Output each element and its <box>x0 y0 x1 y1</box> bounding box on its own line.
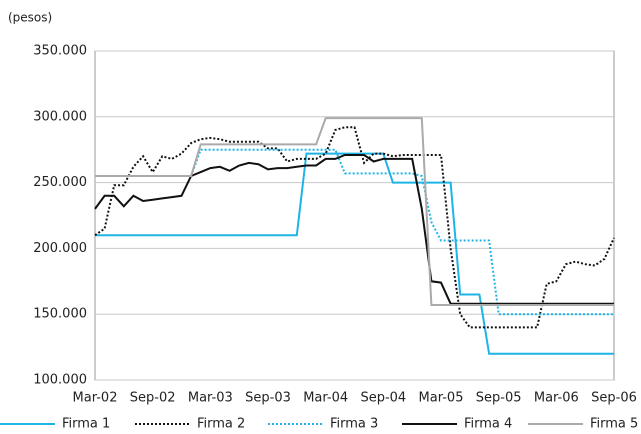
plot-frame <box>94 50 615 381</box>
series-line <box>94 154 614 305</box>
x-tick-label: Sep-04 <box>360 391 406 406</box>
legend-label: Firma 1 <box>62 417 110 432</box>
legend-label: Firma 3 <box>330 417 378 432</box>
legend-label: Firma 2 <box>197 417 245 432</box>
x-tick-label: Mar-03 <box>188 391 233 406</box>
y-tick-label: 350.000 <box>33 44 87 59</box>
y-tick-label: 200.000 <box>33 241 87 256</box>
x-tick-label: Mar-04 <box>303 391 348 406</box>
x-tick-label: Sep-03 <box>245 391 291 406</box>
y-axis-label: (pesos) <box>8 11 52 25</box>
x-tick-label: Sep-06 <box>591 391 637 406</box>
legend-label: Firma 5 <box>590 417 638 432</box>
y-tick-label: 150.000 <box>33 307 87 322</box>
x-tick-label: Sep-02 <box>130 391 176 406</box>
y-tick-label: 300.000 <box>33 109 87 124</box>
series-line <box>94 126 615 329</box>
y-tick-label: 250.000 <box>33 175 87 190</box>
series-line <box>95 152 614 355</box>
series-line <box>95 117 614 306</box>
x-tick-label: Mar-02 <box>73 391 118 406</box>
x-tick-label: Sep-05 <box>476 391 522 406</box>
series-line <box>95 148 614 316</box>
x-tick-label: Mar-05 <box>419 391 464 406</box>
y-tick-label: 100.000 <box>33 373 87 388</box>
legend-label: Firma 4 <box>464 417 512 432</box>
x-tick-label: Mar-06 <box>534 391 579 406</box>
